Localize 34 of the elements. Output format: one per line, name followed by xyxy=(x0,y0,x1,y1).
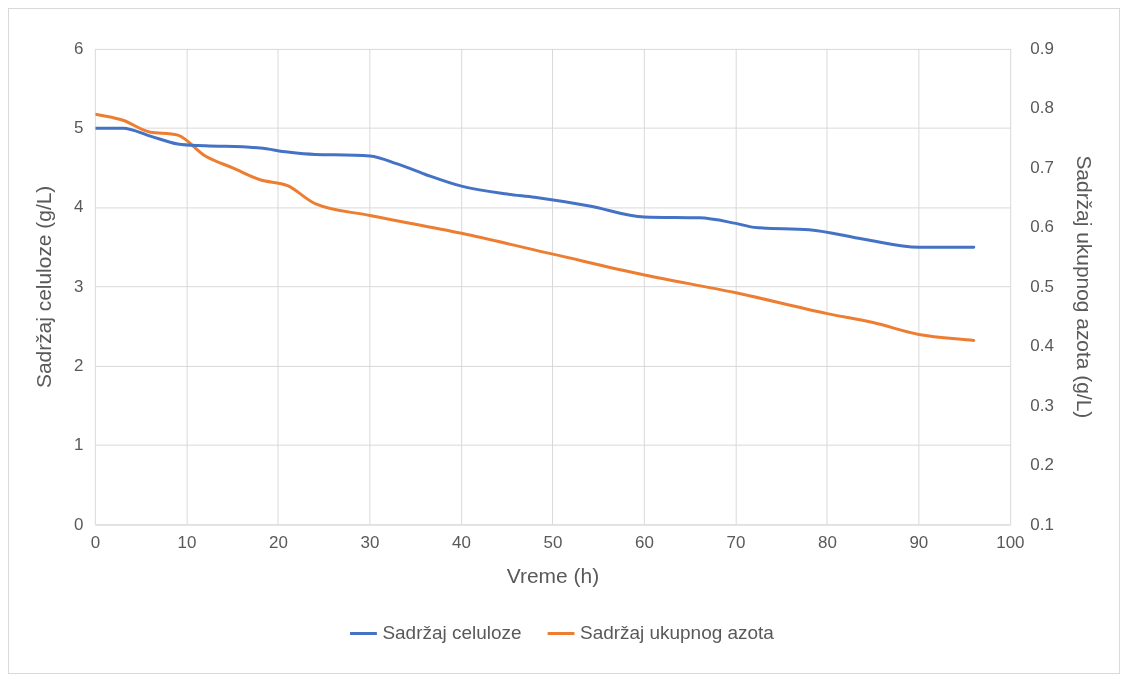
y-tick-label: 4 xyxy=(74,197,84,217)
legend-label: Sadržaj celuloze xyxy=(382,621,522,643)
x-tick-label: 0 xyxy=(90,532,101,552)
y-tick-label: 3 xyxy=(74,276,84,296)
y-tick-label: 0 xyxy=(74,514,84,534)
x-tick-label: 20 xyxy=(269,532,288,552)
y2-tick-label: 0.5 xyxy=(1030,276,1054,296)
y2-axis-title: Sadržaj ukupnog azota (g/L) xyxy=(1072,155,1096,419)
x-tick-label: 70 xyxy=(726,532,746,552)
x-tick-label: 90 xyxy=(909,532,929,552)
x-tick-label: 10 xyxy=(177,532,197,552)
y2-tick-label: 0.6 xyxy=(1030,217,1054,237)
y-tick-label: 5 xyxy=(74,117,84,137)
y2-tick-label: 0.7 xyxy=(1030,157,1054,177)
y2-tick-label: 0.1 xyxy=(1030,514,1054,534)
line-series xyxy=(95,112,976,342)
y2-tick-label: 0.2 xyxy=(1030,455,1054,475)
legend-label: Sadržaj ukupnog azota xyxy=(580,621,775,643)
x-tick-label: 30 xyxy=(360,532,380,552)
y2-tick-label: 0.3 xyxy=(1030,395,1054,415)
x-tick-label: 100 xyxy=(996,532,1025,552)
y-tick-label: 6 xyxy=(74,38,84,58)
x-tick-label: 80 xyxy=(817,532,837,552)
y2-tick-label: 0.9 xyxy=(1030,38,1054,58)
line-series xyxy=(95,126,976,249)
y2-tick-label: 0.8 xyxy=(1030,98,1054,118)
y-tick-label: 2 xyxy=(74,355,84,375)
y-axis-title: Sadržaj celuloze (g/L) xyxy=(32,185,56,389)
y2-tick-label: 0.4 xyxy=(1030,336,1054,356)
x-tick-label: 60 xyxy=(634,532,654,552)
x-tick-label: 40 xyxy=(452,532,471,552)
x-tick-label: 50 xyxy=(543,532,563,552)
x-axis-title: Vreme (h) xyxy=(506,564,600,588)
y-tick-label: 1 xyxy=(74,435,84,455)
